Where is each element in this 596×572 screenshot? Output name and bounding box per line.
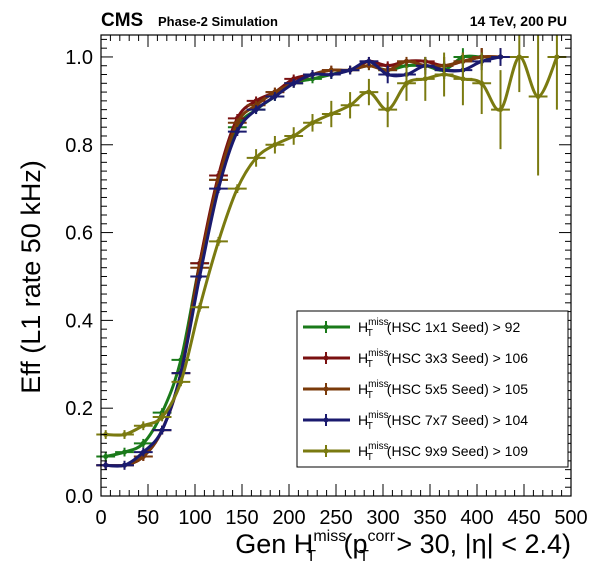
data-point bbox=[378, 65, 398, 84]
data-point bbox=[303, 114, 322, 132]
x-tick-label: 100 bbox=[178, 507, 211, 529]
legend: Hmiss T (HSC 1x1 Seed) > 92 Hmiss T (HSC 3x3 … bbox=[296, 310, 569, 468]
data-point bbox=[509, 35, 529, 93]
data-point bbox=[397, 56, 416, 66]
data-point bbox=[115, 447, 134, 457]
legend-label: Hmiss T (HSC 1x1 Seed) > 92 bbox=[358, 317, 520, 339]
y-tick-label: 0.8 bbox=[65, 135, 93, 157]
data-point bbox=[152, 412, 172, 422]
axis-ticks: 0 50 100 150 200 250 300 350 400 450 500 0.0 0.2 0.4 0… bbox=[65, 35, 588, 529]
x-tick-label: 200 bbox=[272, 507, 305, 529]
legend-entry: Hmiss T (HSC 5x5 Seed) > 105 bbox=[303, 379, 528, 401]
y-tick-label: 0.2 bbox=[65, 398, 93, 420]
data-point bbox=[491, 48, 510, 66]
energy-pileup-label: 14 TeV, 200 PU bbox=[470, 13, 567, 29]
x-tick-label: 150 bbox=[225, 507, 258, 529]
data-point bbox=[133, 447, 153, 457]
x-tick-label: 300 bbox=[366, 507, 399, 529]
data-point bbox=[246, 149, 266, 167]
data-point bbox=[133, 438, 153, 448]
data-point bbox=[284, 78, 304, 88]
x-tick-label: 250 bbox=[319, 507, 352, 529]
legend-entry: Hmiss T (HSC 9x9 Seed) > 109 bbox=[303, 441, 528, 463]
legend-label: Hmiss T (HSC 3x3 Seed) > 106 bbox=[358, 348, 528, 370]
series-layer bbox=[96, 35, 567, 470]
y-axis-title: Eff (L1 rate 50 kHz) bbox=[16, 160, 46, 394]
x-tick-label: 0 bbox=[95, 507, 106, 529]
data-point bbox=[415, 56, 435, 101]
data-point bbox=[227, 184, 247, 194]
data-point bbox=[115, 430, 134, 439]
data-point bbox=[434, 52, 454, 97]
data-point bbox=[303, 70, 322, 79]
y-tick-label: 0.0 bbox=[65, 486, 93, 508]
data-point bbox=[152, 425, 172, 435]
x-tick-label: 500 bbox=[554, 507, 587, 529]
y-tick-label: 0.4 bbox=[65, 310, 93, 332]
data-point bbox=[171, 377, 191, 387]
data-point bbox=[265, 92, 285, 101]
x-tick-label: 350 bbox=[413, 507, 446, 529]
series-5 bbox=[96, 35, 567, 439]
data-point bbox=[359, 56, 379, 66]
data-point bbox=[284, 127, 304, 145]
data-point bbox=[190, 272, 210, 281]
x-tick-label: 400 bbox=[460, 507, 493, 529]
x-axis-title: Gen Hmiss T (pcorr T > 30, |η| < 2.4) bbox=[235, 528, 571, 565]
data-point bbox=[472, 52, 492, 115]
legend-entry: Hmiss T (HSC 1x1 Seed) > 92 bbox=[303, 317, 520, 339]
data-point bbox=[227, 127, 247, 136]
experiment-label: CMS bbox=[101, 10, 143, 31]
legend-label: Hmiss T (HSC 9x9 Seed) > 109 bbox=[358, 441, 528, 463]
data-point bbox=[528, 35, 548, 176]
legend-entry: Hmiss T (HSC 7x7 Seed) > 104 bbox=[303, 410, 528, 432]
data-point bbox=[321, 70, 341, 79]
x-tick-label: 450 bbox=[507, 507, 540, 529]
data-point bbox=[265, 135, 285, 154]
data-point bbox=[133, 421, 153, 431]
data-point bbox=[340, 92, 360, 119]
data-point bbox=[359, 78, 379, 106]
data-point bbox=[246, 105, 266, 115]
data-point bbox=[453, 52, 473, 106]
data-point bbox=[190, 302, 210, 312]
legend-label: Hmiss T (HSC 5x5 Seed) > 105 bbox=[358, 379, 528, 401]
data-point bbox=[491, 70, 510, 150]
data-point bbox=[96, 452, 116, 461]
data-point bbox=[115, 460, 134, 470]
data-point bbox=[96, 460, 116, 470]
data-point bbox=[340, 65, 360, 75]
x-tick-label: 50 bbox=[137, 507, 159, 529]
data-point bbox=[378, 92, 398, 128]
y-tick-label: 1.0 bbox=[65, 47, 93, 69]
y-tick-label: 0.6 bbox=[65, 223, 93, 245]
data-point bbox=[397, 65, 416, 101]
data-point bbox=[209, 236, 228, 246]
legend-label: Hmiss T (HSC 7x7 Seed) > 104 bbox=[358, 410, 528, 432]
data-point bbox=[171, 368, 191, 378]
subtitle-label: Phase-2 Simulation bbox=[158, 14, 278, 29]
data-point bbox=[209, 184, 228, 194]
data-point bbox=[321, 100, 341, 128]
legend-entry: Hmiss T (HSC 3x3 Seed) > 106 bbox=[303, 348, 528, 370]
